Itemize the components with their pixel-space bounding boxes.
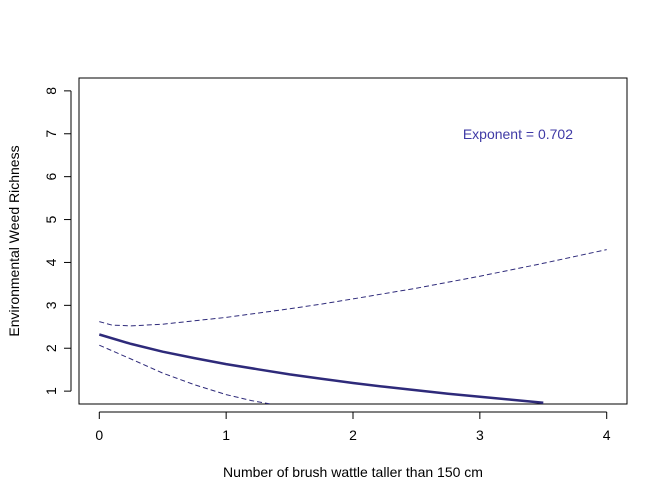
x-axis: 0 1 2 3 4 [95, 411, 611, 443]
series-upper-line [99, 249, 607, 327]
x-tick-label: 3 [476, 427, 484, 443]
y-tick-label: 1 [43, 387, 59, 395]
x-tick-label: 2 [349, 427, 357, 443]
series-layer [98, 249, 607, 404]
y-tick-label: 3 [43, 301, 59, 309]
y-axis: 1 2 3 4 5 6 7 8 [43, 87, 72, 395]
y-axis-title: Environmental Weed Richness [6, 145, 22, 336]
y-tick-label: 6 [43, 173, 59, 181]
y-tick-label: 8 [43, 87, 59, 95]
x-tick-label: 0 [95, 427, 103, 443]
y-tick-label: 7 [43, 130, 59, 138]
x-tick-label: 4 [603, 427, 611, 443]
annotation-layer: Exponent = 0.702 [463, 126, 573, 142]
y-tick-label: 4 [43, 258, 59, 266]
y-tick-label: 2 [43, 344, 59, 352]
x-axis-title: Number of brush wattle taller than 150 c… [223, 464, 483, 480]
series-fit-line [98, 333, 544, 404]
series-lower-line [99, 344, 271, 404]
x-tick-label: 1 [222, 427, 230, 443]
plot-frame [78, 77, 628, 405]
y-tick-label: 5 [43, 215, 59, 223]
exponent-annotation: Exponent = 0.702 [463, 126, 573, 142]
